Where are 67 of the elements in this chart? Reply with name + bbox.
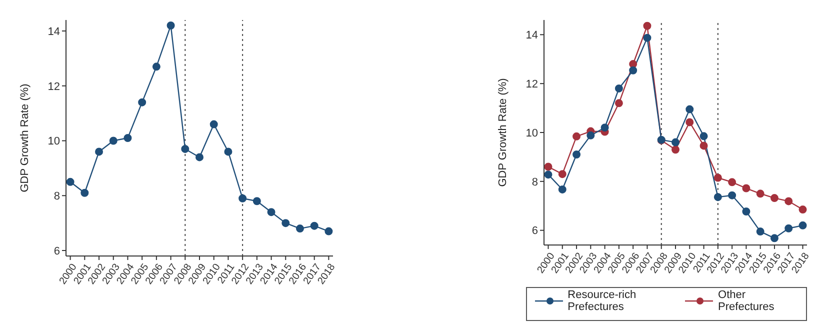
point	[728, 178, 736, 186]
point	[798, 206, 807, 214]
y-axis-title: GDP Growth Rate (%)	[18, 84, 31, 192]
point	[80, 188, 89, 197]
point	[686, 118, 694, 126]
point	[742, 184, 750, 192]
y-tick-label: 14	[48, 26, 60, 38]
point	[643, 22, 652, 30]
y-tick-label: 8	[54, 190, 60, 203]
point	[544, 162, 552, 171]
point	[224, 148, 232, 156]
point	[95, 148, 104, 156]
point	[728, 191, 736, 200]
point	[558, 185, 566, 194]
point	[770, 234, 778, 242]
point	[672, 138, 680, 146]
point	[686, 105, 694, 114]
legend-label: Resource-rich Prefectures	[568, 289, 638, 313]
point	[586, 131, 595, 140]
point	[756, 228, 764, 236]
y-axis-title: GDP Growth Rate (%)	[496, 78, 509, 187]
point	[600, 124, 609, 132]
point	[572, 132, 581, 140]
point	[166, 21, 175, 30]
point	[544, 170, 552, 179]
y-tick-label: 14	[526, 30, 538, 42]
point	[267, 208, 276, 216]
point	[124, 134, 132, 142]
y-tick-label: 10	[48, 136, 60, 148]
y-tick-label: 6	[532, 225, 538, 238]
point	[614, 99, 623, 108]
point	[109, 136, 118, 145]
y-tick-label: 6	[54, 245, 60, 258]
point	[629, 66, 638, 74]
point	[643, 34, 652, 42]
point	[700, 142, 708, 150]
point	[629, 60, 638, 68]
point	[672, 146, 680, 154]
point	[282, 219, 290, 228]
point	[138, 98, 146, 106]
point	[324, 227, 333, 236]
y-tick-label: 12	[526, 78, 538, 90]
point	[66, 178, 74, 186]
legend-label: Other Prefectures	[718, 289, 776, 313]
point	[756, 190, 764, 198]
point	[784, 197, 793, 206]
point	[714, 174, 722, 182]
point	[700, 132, 708, 140]
y-tick-label: 10	[526, 127, 538, 140]
y-tick-label: 12	[48, 80, 60, 93]
point	[784, 224, 793, 232]
point	[196, 153, 204, 162]
y-tick-label: 8	[532, 176, 538, 188]
point	[614, 84, 623, 92]
point	[742, 207, 750, 216]
point	[714, 193, 722, 202]
point	[238, 194, 247, 202]
point	[798, 221, 807, 230]
point	[210, 120, 218, 128]
point	[181, 144, 190, 153]
point	[252, 197, 261, 206]
point	[572, 150, 581, 159]
point	[770, 194, 778, 202]
point	[296, 224, 304, 233]
point	[558, 170, 566, 178]
point	[152, 62, 160, 71]
point	[310, 222, 318, 230]
